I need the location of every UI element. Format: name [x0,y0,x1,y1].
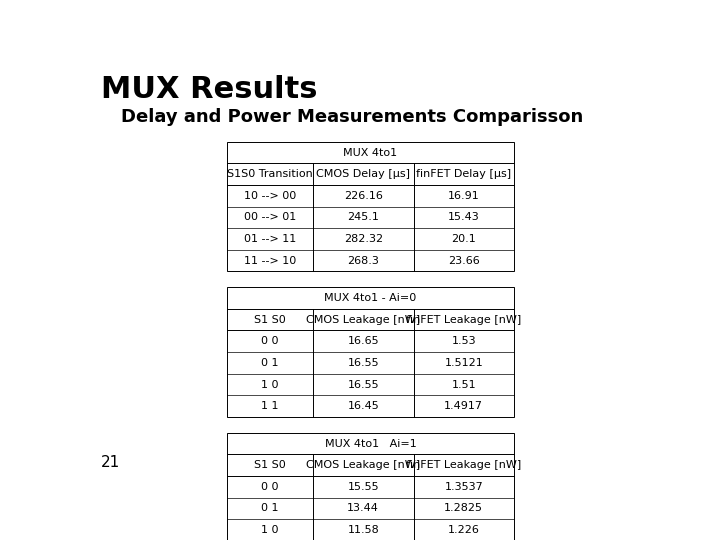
Text: 11.58: 11.58 [347,525,379,535]
Text: 1.226: 1.226 [448,525,480,535]
Text: finFET Leakage [nW]: finFET Leakage [nW] [406,315,521,325]
Text: finFET Leakage [nW]: finFET Leakage [nW] [406,460,521,470]
Text: 01 --> 11: 01 --> 11 [243,234,296,244]
Text: 268.3: 268.3 [347,255,379,266]
Text: MUX 4to1 - Ai=0: MUX 4to1 - Ai=0 [324,293,416,303]
Text: 0 0: 0 0 [261,482,279,492]
Text: CMOS Leakage [nW]: CMOS Leakage [nW] [306,460,420,470]
Text: 0 1: 0 1 [261,358,279,368]
Text: Delay and Power Measurements Comparisson: Delay and Power Measurements Comparisson [121,109,583,126]
Text: 1 1: 1 1 [261,401,279,411]
Text: 23.66: 23.66 [448,255,480,266]
Text: 16.91: 16.91 [448,191,480,201]
Text: 1.3537: 1.3537 [444,482,483,492]
Text: 16.65: 16.65 [347,336,379,346]
Text: 16.55: 16.55 [347,358,379,368]
Text: CMOS Delay [μs]: CMOS Delay [μs] [316,169,410,179]
Text: 00 --> 01: 00 --> 01 [243,212,296,222]
Text: MUX Results: MUX Results [101,75,318,104]
Text: 245.1: 245.1 [347,212,379,222]
Text: 21: 21 [101,455,120,470]
Text: 16.45: 16.45 [347,401,379,411]
Text: 1.53: 1.53 [451,336,476,346]
Text: 1.4917: 1.4917 [444,401,483,411]
Text: S1 S0: S1 S0 [254,460,286,470]
Text: 1 0: 1 0 [261,380,279,389]
Text: 1 0: 1 0 [261,525,279,535]
Text: S1S0 Transition: S1S0 Transition [227,169,312,179]
Text: MUX 4to1: MUX 4to1 [343,147,397,158]
Text: MUX 4to1   Ai=1: MUX 4to1 Ai=1 [325,438,416,449]
Text: 226.16: 226.16 [343,191,382,201]
Text: 10 --> 00: 10 --> 00 [243,191,296,201]
Text: 13.44: 13.44 [347,503,379,514]
Text: 282.32: 282.32 [343,234,383,244]
Text: 15.43: 15.43 [448,212,480,222]
Text: 0 0: 0 0 [261,336,279,346]
Text: CMOS Leakage [nW]: CMOS Leakage [nW] [306,315,420,325]
Text: 15.55: 15.55 [347,482,379,492]
Text: finFET Delay [μs]: finFET Delay [μs] [416,169,511,179]
Text: 1.51: 1.51 [451,380,476,389]
Text: 0 1: 0 1 [261,503,279,514]
Text: 1.5121: 1.5121 [444,358,483,368]
Text: S1 S0: S1 S0 [254,315,286,325]
Text: 11 --> 10: 11 --> 10 [243,255,296,266]
Text: 20.1: 20.1 [451,234,476,244]
Text: 1.2825: 1.2825 [444,503,483,514]
Text: 16.55: 16.55 [347,380,379,389]
